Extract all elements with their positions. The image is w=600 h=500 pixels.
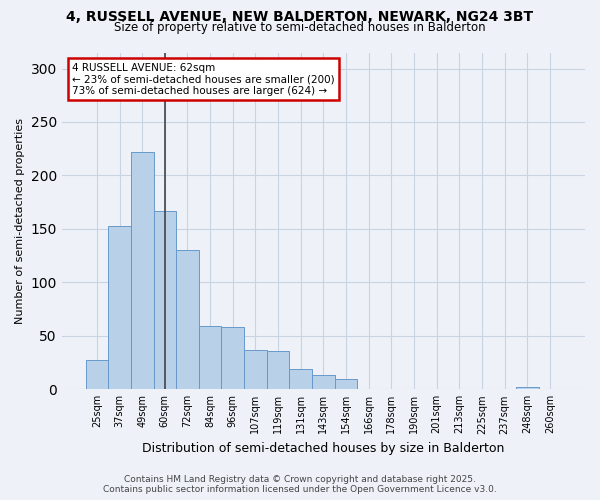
Bar <box>86 360 108 390</box>
Text: Size of property relative to semi-detached houses in Balderton: Size of property relative to semi-detach… <box>114 21 486 34</box>
Bar <box>244 350 267 390</box>
Y-axis label: Number of semi-detached properties: Number of semi-detached properties <box>15 118 25 324</box>
Bar <box>108 226 131 390</box>
Bar <box>221 328 244 390</box>
Bar <box>289 369 312 390</box>
Text: 4 RUSSELL AVENUE: 62sqm
← 23% of semi-detached houses are smaller (200)
73% of s: 4 RUSSELL AVENUE: 62sqm ← 23% of semi-de… <box>72 62 335 96</box>
X-axis label: Distribution of semi-detached houses by size in Balderton: Distribution of semi-detached houses by … <box>142 442 505 455</box>
Bar <box>335 378 358 390</box>
Bar <box>131 152 154 390</box>
Bar <box>516 387 539 390</box>
Bar <box>176 250 199 390</box>
Bar <box>267 351 289 390</box>
Text: Contains HM Land Registry data © Crown copyright and database right 2025.
Contai: Contains HM Land Registry data © Crown c… <box>103 474 497 494</box>
Bar <box>154 210 176 390</box>
Bar <box>312 376 335 390</box>
Bar <box>199 326 221 390</box>
Text: 4, RUSSELL AVENUE, NEW BALDERTON, NEWARK, NG24 3BT: 4, RUSSELL AVENUE, NEW BALDERTON, NEWARK… <box>67 10 533 24</box>
